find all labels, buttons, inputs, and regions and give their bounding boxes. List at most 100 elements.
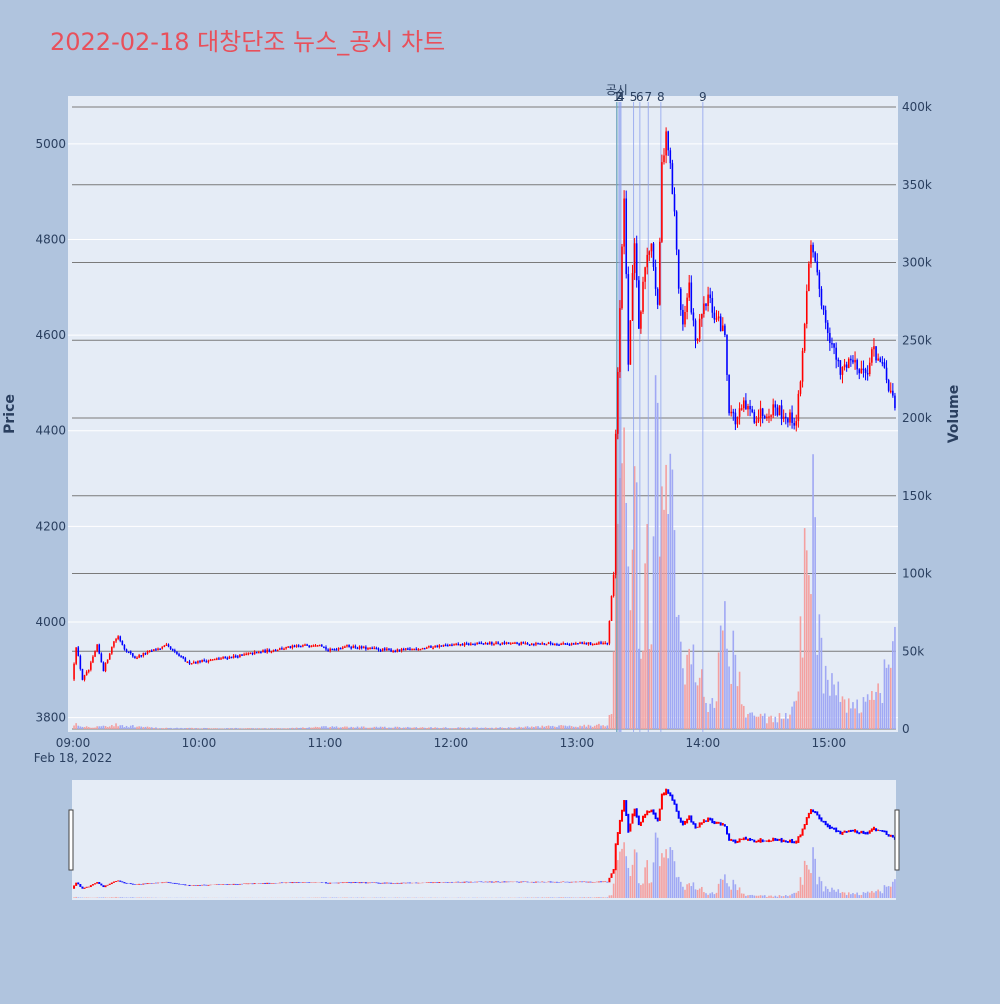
volume-bar bbox=[607, 725, 609, 729]
candle-body bbox=[367, 648, 369, 650]
volume-bar bbox=[630, 610, 632, 729]
candle-body bbox=[355, 646, 357, 648]
volume-bar bbox=[795, 701, 797, 729]
candle-body bbox=[430, 646, 432, 648]
candle-body bbox=[546, 644, 548, 646]
candle-body bbox=[539, 643, 541, 645]
candle-body bbox=[119, 636, 121, 641]
candle-body bbox=[86, 672, 88, 675]
volume-bar bbox=[779, 713, 781, 729]
volume-bar bbox=[506, 728, 508, 729]
candle-body bbox=[506, 642, 508, 644]
slider-volume-bar bbox=[787, 896, 789, 898]
volume-bar bbox=[298, 728, 300, 729]
slider-volume-bar bbox=[827, 889, 829, 898]
candle-body bbox=[823, 306, 825, 311]
volume-bar bbox=[392, 728, 394, 729]
time-tick-label: 13:00 bbox=[560, 736, 595, 750]
candle-body bbox=[161, 647, 163, 649]
candle-body bbox=[185, 658, 187, 661]
candle-body bbox=[451, 645, 453, 647]
candle-body bbox=[575, 643, 577, 645]
candle-body bbox=[216, 658, 218, 660]
candle-body bbox=[581, 642, 583, 644]
slider-volume-bar bbox=[684, 890, 686, 898]
volume-bar bbox=[541, 726, 543, 729]
candle-body bbox=[861, 369, 863, 374]
volume-bar bbox=[359, 728, 361, 729]
candle-body bbox=[762, 409, 764, 417]
candle-body bbox=[659, 242, 661, 305]
candle-body bbox=[143, 653, 145, 656]
slider-volume-bar bbox=[865, 893, 867, 898]
candle-body bbox=[732, 412, 734, 414]
volume-bar bbox=[430, 727, 432, 729]
volume-bar bbox=[441, 728, 443, 729]
candle-body bbox=[741, 408, 743, 410]
candle-body bbox=[399, 649, 401, 651]
volume-bar bbox=[732, 631, 734, 729]
volume-bar bbox=[80, 726, 82, 729]
candle-body bbox=[749, 406, 751, 409]
volume-bar bbox=[766, 723, 768, 729]
volume-bar bbox=[180, 728, 182, 729]
candle-body bbox=[781, 405, 783, 419]
volume-bar bbox=[96, 726, 98, 729]
volume-bar bbox=[336, 726, 338, 729]
candle-body bbox=[84, 675, 86, 680]
price-tick-label: 5000 bbox=[35, 137, 66, 151]
volume-bar bbox=[481, 728, 483, 729]
candle-body bbox=[802, 351, 804, 382]
volume-bar bbox=[109, 726, 111, 729]
slider-volume-bar bbox=[571, 897, 573, 898]
volume-bar bbox=[319, 727, 321, 729]
volume-bar bbox=[455, 728, 457, 729]
volume-bar bbox=[468, 728, 470, 729]
volume-bar bbox=[802, 658, 804, 729]
volume-bar bbox=[382, 727, 384, 729]
candle-body bbox=[294, 646, 296, 648]
slider-volume-bar bbox=[789, 895, 791, 898]
candle-body bbox=[554, 644, 556, 646]
candle-body bbox=[138, 655, 140, 657]
range-slider-left-handle[interactable] bbox=[69, 810, 73, 870]
slider-volume-bar bbox=[655, 833, 657, 898]
candle-body bbox=[693, 312, 695, 320]
candle-body bbox=[510, 643, 512, 645]
volume-tick-label: 100k bbox=[902, 567, 932, 581]
candle-body bbox=[491, 642, 493, 644]
volume-bar bbox=[256, 728, 258, 729]
volume-bar bbox=[361, 727, 363, 729]
volume-bar bbox=[101, 726, 103, 729]
candle-body bbox=[420, 649, 422, 651]
slider-volume-bar bbox=[77, 897, 79, 898]
volume-bar bbox=[858, 713, 860, 729]
volume-bar bbox=[185, 728, 187, 729]
candle-body bbox=[361, 646, 363, 648]
candle-body bbox=[170, 647, 172, 650]
slider-volume-bar bbox=[743, 894, 745, 898]
volume-bar bbox=[533, 727, 535, 729]
candle-body bbox=[443, 645, 445, 647]
candle-body bbox=[743, 400, 745, 408]
range-slider-right-handle[interactable] bbox=[895, 810, 899, 870]
volume-bar bbox=[550, 726, 552, 729]
volume-bar bbox=[187, 728, 189, 729]
volume-bar bbox=[502, 728, 504, 729]
candle-body bbox=[726, 335, 728, 375]
volume-bar bbox=[579, 726, 581, 729]
volume-bar bbox=[529, 727, 531, 729]
candle-body bbox=[714, 313, 716, 320]
candle-body bbox=[497, 642, 499, 644]
volume-bar bbox=[269, 728, 271, 729]
slider-volume-bar bbox=[842, 892, 844, 898]
volume-bar bbox=[329, 727, 331, 729]
candle-body bbox=[310, 646, 312, 648]
volume-bar bbox=[348, 728, 350, 729]
volume-bar bbox=[772, 722, 774, 729]
volume-bar bbox=[737, 686, 739, 729]
volume-bar bbox=[760, 714, 762, 729]
volume-bar bbox=[310, 728, 312, 729]
volume-bar bbox=[886, 668, 888, 729]
